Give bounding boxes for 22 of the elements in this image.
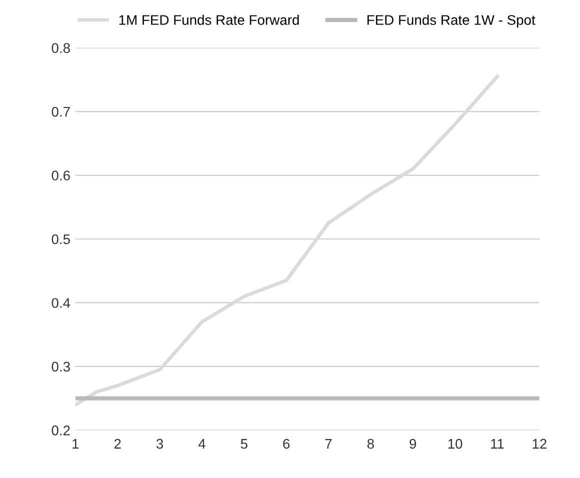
x-tick-label: 8 [367,438,374,449]
x-tick-label: 7 [325,439,332,449]
line-series [75,74,499,406]
y-tick-label: 0.4 [52,298,70,308]
y-tick-label: 0.7 [52,106,70,117]
x-tick-label: 1 [72,439,79,449]
x-tick-label: 3 [156,438,164,449]
x-tick-label: 5 [240,439,248,449]
x-tick-label: 6 [283,438,290,449]
y-tick-label: 0.2 [52,426,70,436]
x-tick-label: 4 [198,439,206,449]
y-tick-label: 0.5 [52,234,70,244]
y-tick-label: 0.6 [52,170,70,180]
x-tick-label: 12 [532,438,546,449]
x-tick-label: 10 [448,438,462,449]
legend-label: 1M FED Funds Rate Forward [119,14,299,25]
legend-label: FED Funds Rate 1W - Spot [367,14,536,28]
y-tick-label: 0.3 [52,362,70,372]
x-tick-label: 11 [491,439,504,449]
y-tick-label: 0.8 [52,43,70,53]
x-tick-label: 9 [410,438,416,449]
x-tick-label: 2 [114,438,121,449]
